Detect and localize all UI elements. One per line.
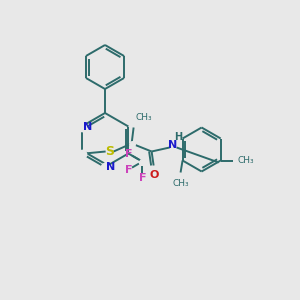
Text: O: O — [150, 170, 159, 181]
Text: CH₃: CH₃ — [136, 112, 152, 122]
Text: F: F — [125, 148, 132, 159]
Text: S: S — [105, 145, 114, 158]
Text: N: N — [82, 122, 92, 131]
Text: H: H — [175, 133, 183, 142]
Text: N: N — [168, 140, 177, 149]
Text: CH₃: CH₃ — [238, 156, 254, 165]
Text: CH₃: CH₃ — [172, 178, 189, 188]
Text: F: F — [139, 172, 146, 183]
Text: N: N — [106, 162, 115, 172]
Text: F: F — [125, 165, 132, 175]
